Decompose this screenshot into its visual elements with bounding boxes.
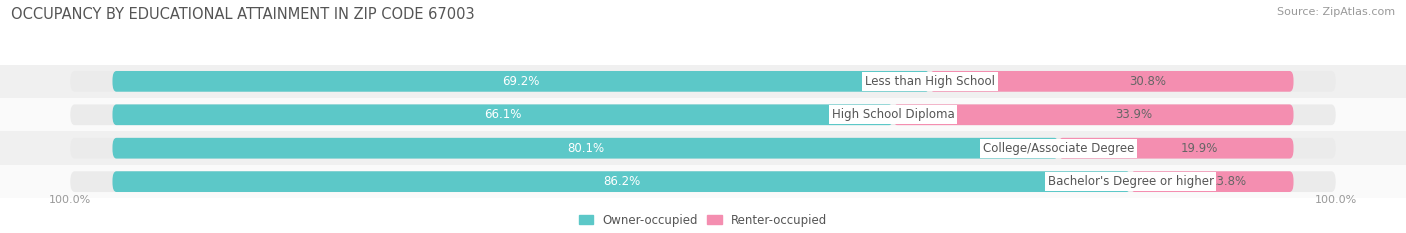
- Text: 30.8%: 30.8%: [1129, 75, 1167, 88]
- Text: Less than High School: Less than High School: [865, 75, 995, 88]
- FancyBboxPatch shape: [112, 171, 1130, 192]
- Text: 86.2%: 86.2%: [603, 175, 640, 188]
- Text: 100.0%: 100.0%: [49, 195, 91, 205]
- FancyBboxPatch shape: [70, 104, 1336, 125]
- Legend: Owner-occupied, Renter-occupied: Owner-occupied, Renter-occupied: [579, 214, 827, 227]
- FancyBboxPatch shape: [112, 71, 929, 92]
- Text: 100.0%: 100.0%: [1315, 195, 1357, 205]
- FancyBboxPatch shape: [112, 104, 893, 125]
- Text: OCCUPANCY BY EDUCATIONAL ATTAINMENT IN ZIP CODE 67003: OCCUPANCY BY EDUCATIONAL ATTAINMENT IN Z…: [11, 7, 475, 22]
- FancyBboxPatch shape: [0, 65, 1406, 98]
- FancyBboxPatch shape: [0, 131, 1406, 165]
- Text: 80.1%: 80.1%: [567, 142, 605, 155]
- FancyBboxPatch shape: [0, 165, 1406, 198]
- Text: 19.9%: 19.9%: [1181, 142, 1218, 155]
- FancyBboxPatch shape: [0, 98, 1406, 131]
- FancyBboxPatch shape: [929, 71, 1294, 92]
- Text: 33.9%: 33.9%: [1115, 108, 1152, 121]
- FancyBboxPatch shape: [1059, 138, 1294, 159]
- Text: 69.2%: 69.2%: [502, 75, 540, 88]
- Text: 13.8%: 13.8%: [1209, 175, 1247, 188]
- FancyBboxPatch shape: [70, 171, 1336, 192]
- Text: College/Associate Degree: College/Associate Degree: [983, 142, 1135, 155]
- FancyBboxPatch shape: [112, 138, 1059, 159]
- FancyBboxPatch shape: [893, 104, 1294, 125]
- FancyBboxPatch shape: [1130, 171, 1294, 192]
- Text: 66.1%: 66.1%: [484, 108, 522, 121]
- Text: High School Diploma: High School Diploma: [832, 108, 955, 121]
- Text: Bachelor's Degree or higher: Bachelor's Degree or higher: [1047, 175, 1213, 188]
- Text: Source: ZipAtlas.com: Source: ZipAtlas.com: [1277, 7, 1395, 17]
- FancyBboxPatch shape: [70, 71, 1336, 92]
- FancyBboxPatch shape: [70, 138, 1336, 159]
